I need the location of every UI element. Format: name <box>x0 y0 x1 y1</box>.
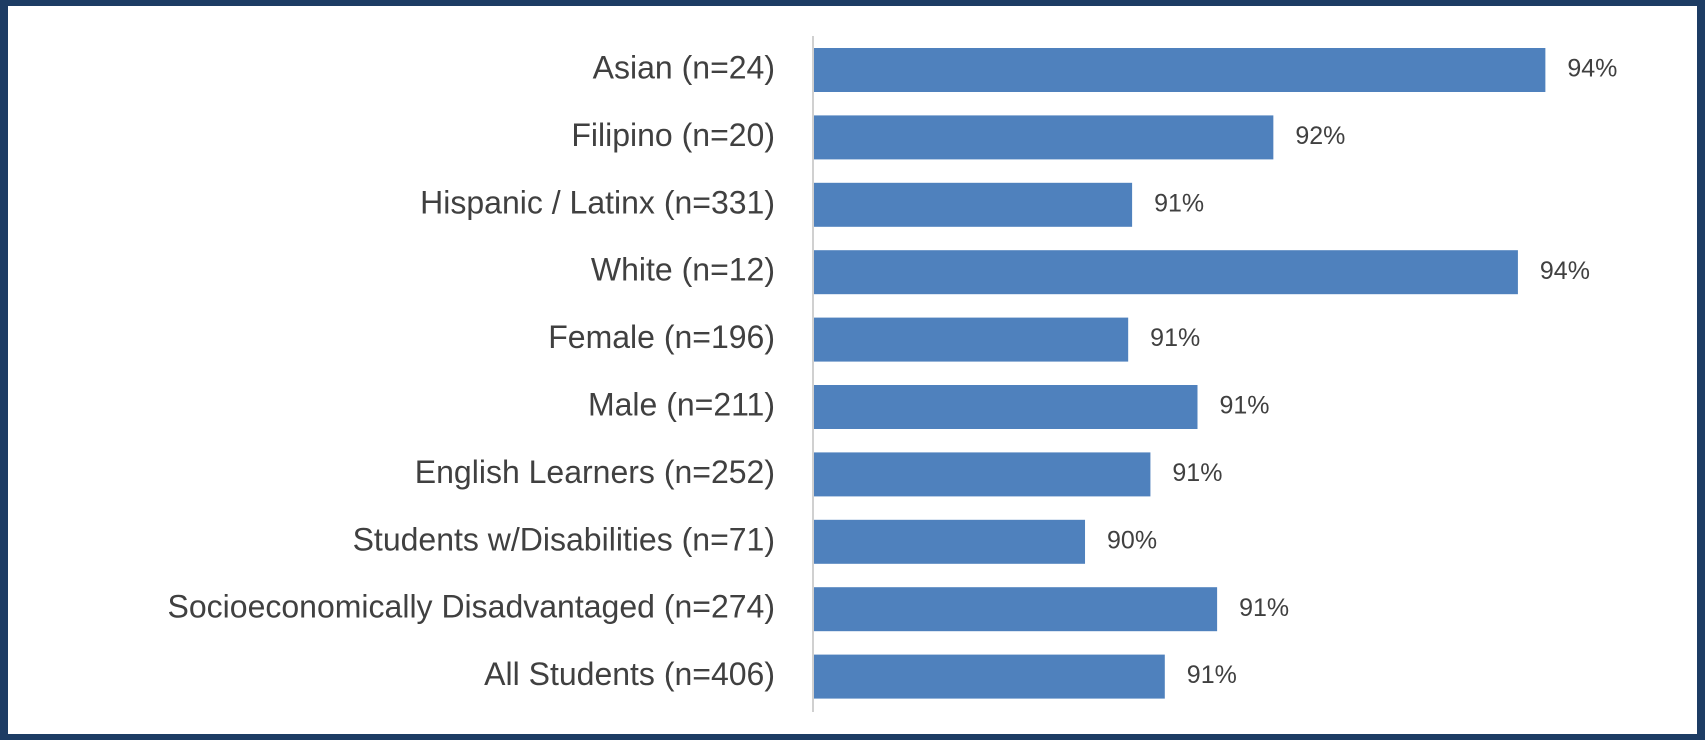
category-label: Socioeconomically Disadvantaged (n=274) <box>168 589 775 625</box>
value-label: 91% <box>1187 661 1237 689</box>
category-label: Asian (n=24) <box>593 49 775 85</box>
value-label: 92% <box>1295 122 1345 150</box>
value-label: 94% <box>1540 257 1590 285</box>
bar <box>813 587 1218 632</box>
value-label: 91% <box>1219 392 1269 420</box>
bar <box>813 48 1546 92</box>
value-label: 91% <box>1239 594 1289 622</box>
category-label: Female (n=196) <box>548 319 775 355</box>
bar <box>813 654 1165 699</box>
category-label: Hispanic / Latinx (n=331) <box>420 184 775 220</box>
value-label: 91% <box>1154 189 1204 217</box>
category-label: English Learners (n=252) <box>415 454 775 490</box>
value-label: 94% <box>1567 55 1617 83</box>
value-label: 90% <box>1107 526 1157 554</box>
bar <box>813 452 1151 497</box>
bar <box>813 182 1133 227</box>
bar <box>813 385 1198 429</box>
chart: Asian (n=24) 94% Filipino (n=20) 92% Hispani… <box>168 36 1617 712</box>
category-label: Filipino (n=20) <box>571 117 775 153</box>
bar <box>813 250 1518 295</box>
chart-frame: Asian (n=24) 94% Filipino (n=20) 92% Hispani… <box>8 6 1697 734</box>
value-label: 91% <box>1172 459 1222 487</box>
category-label: Students w/Disabilities (n=71) <box>353 521 775 557</box>
category-label: Male (n=211) <box>588 386 775 422</box>
bar <box>813 317 1129 362</box>
bar <box>813 519 1086 564</box>
value-label: 91% <box>1150 324 1200 352</box>
category-label: All Students (n=406) <box>484 656 775 692</box>
category-label: White (n=12) <box>591 252 775 288</box>
bar <box>813 115 1274 160</box>
